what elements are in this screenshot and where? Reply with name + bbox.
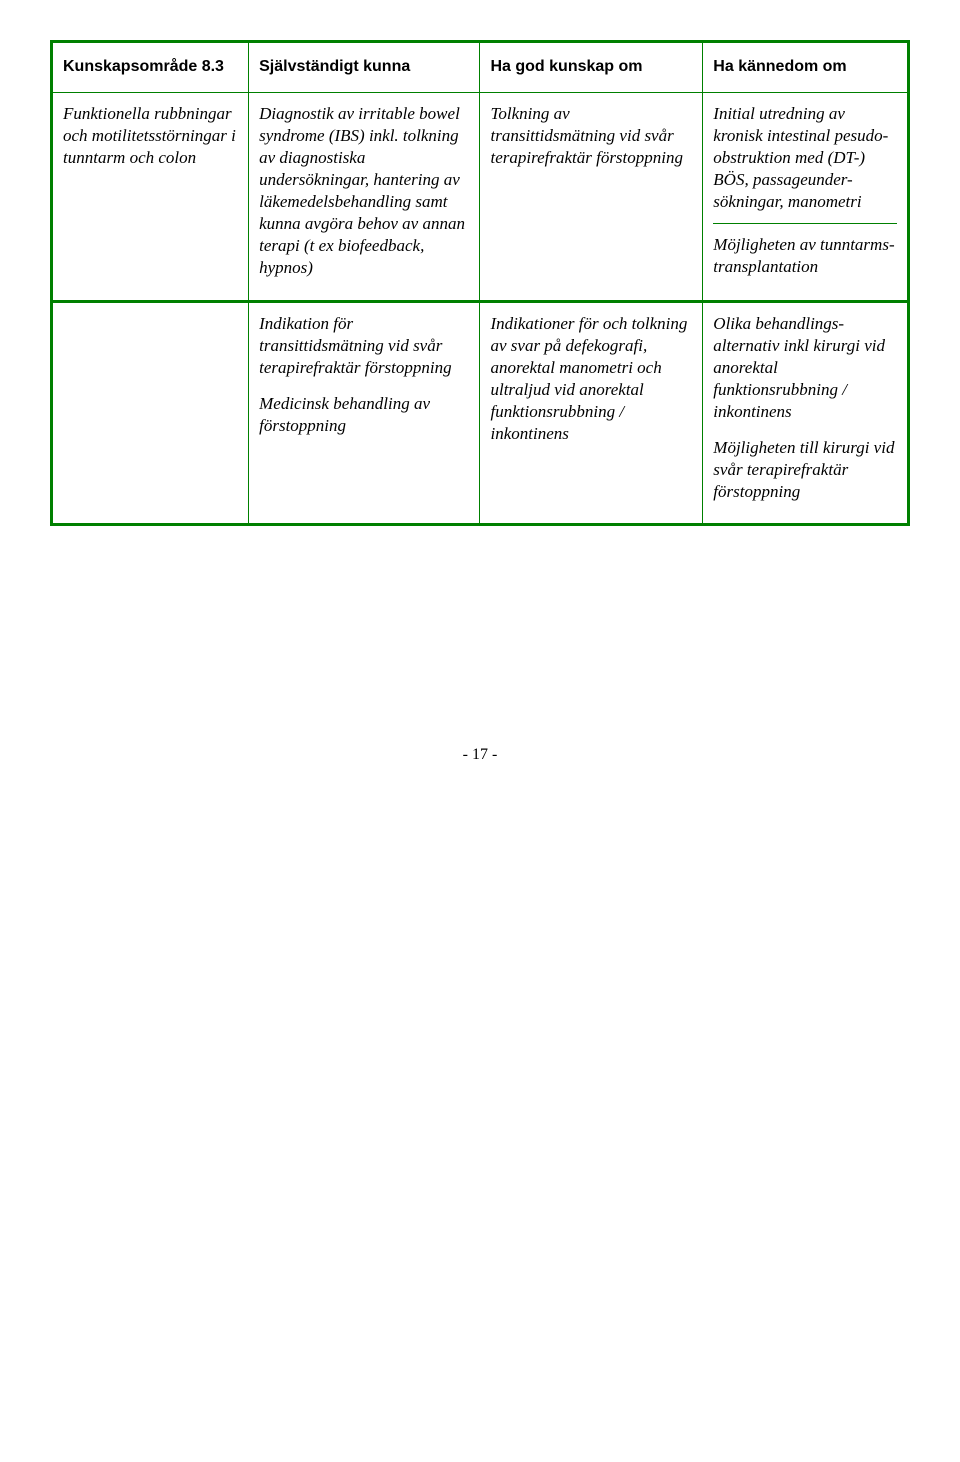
row1-col4-bot: Möjligheten av tunntarms-transplantation <box>713 223 897 278</box>
row2-col2-bot: Medicinsk behandling av förstoppning <box>259 393 469 437</box>
table-row: Funktionella rubbningar och motilitetsst… <box>52 92 909 301</box>
header-col3: Ha god kunskap om <box>480 42 703 93</box>
row2-col2-top: Indikation för transittidsmätning vid sv… <box>259 313 469 379</box>
row1-col4-top: Initial utredning av kronisk intestinal … <box>713 103 897 213</box>
row1-col4: Initial utredning av kronisk intestinal … <box>703 92 909 301</box>
page-number: - 17 - <box>50 746 910 764</box>
table-header-row: Kunskapsområde 8.3 Självständigt kunna H… <box>52 42 909 93</box>
row2-col1 <box>52 301 249 525</box>
knowledge-table: Kunskapsområde 8.3 Självständigt kunna H… <box>50 40 910 526</box>
row1-col1: Funktionella rubbningar och motilitetsst… <box>52 92 249 301</box>
row2-col4-bot: Möjligheten till kirurgi vid svår terapi… <box>713 437 897 503</box>
header-col1: Kunskapsområde 8.3 <box>52 42 249 93</box>
row2-col2: Indikation för transittidsmätning vid sv… <box>249 301 480 525</box>
header-col4: Ha kännedom om <box>703 42 909 93</box>
header-col2: Självständigt kunna <box>249 42 480 93</box>
row2-col4: Olika behandlings-alternativ inkl kirurg… <box>703 301 909 525</box>
row1-col3: Tolkning av transittidsmätning vid svår … <box>480 92 703 301</box>
row2-col3: Indikationer för och tolkning av svar på… <box>480 301 703 525</box>
row2-col4-top: Olika behandlings-alternativ inkl kirurg… <box>713 313 897 423</box>
table-row: Indikation för transittidsmätning vid sv… <box>52 301 909 525</box>
row1-col2: Diagnostik av irritable bowel syndrome (… <box>249 92 480 301</box>
